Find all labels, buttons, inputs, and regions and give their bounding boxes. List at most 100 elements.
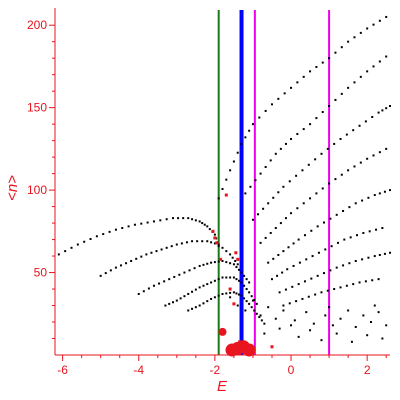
data-point bbox=[210, 281, 213, 284]
data-point bbox=[385, 55, 388, 58]
data-point bbox=[235, 278, 238, 281]
data-point bbox=[152, 284, 155, 287]
data-point bbox=[201, 240, 204, 243]
data-point bbox=[229, 253, 232, 256]
data-point bbox=[198, 220, 201, 223]
data-point bbox=[217, 245, 220, 248]
data-point bbox=[240, 271, 243, 274]
data-point bbox=[133, 223, 136, 226]
data-point bbox=[377, 278, 380, 281]
data-point bbox=[70, 246, 73, 249]
data-point bbox=[264, 109, 267, 112]
data-point bbox=[366, 70, 369, 73]
data-point bbox=[371, 279, 374, 282]
data-point bbox=[290, 212, 293, 215]
data-point bbox=[125, 262, 128, 265]
data-point bbox=[311, 255, 314, 258]
data-point bbox=[276, 274, 279, 277]
data-point bbox=[194, 219, 197, 222]
data-point bbox=[251, 299, 254, 302]
data-point bbox=[201, 222, 204, 225]
data-point bbox=[258, 116, 261, 119]
data-point bbox=[287, 246, 290, 249]
data-point bbox=[367, 196, 370, 199]
data-point bbox=[291, 285, 294, 288]
data-point bbox=[366, 27, 369, 30]
data-point bbox=[232, 276, 235, 279]
data-point bbox=[191, 240, 194, 243]
data-point bbox=[284, 217, 287, 220]
data-point bbox=[114, 266, 117, 269]
data-point bbox=[137, 292, 140, 295]
data-point bbox=[347, 169, 350, 172]
data-point bbox=[236, 263, 239, 266]
data-point bbox=[258, 316, 261, 319]
data-point bbox=[236, 151, 239, 154]
data-point bbox=[371, 115, 374, 118]
data-point bbox=[296, 207, 299, 210]
data-point bbox=[213, 233, 216, 236]
data-point bbox=[389, 189, 391, 192]
data-point bbox=[152, 220, 155, 223]
data-point bbox=[354, 260, 357, 263]
data-point bbox=[208, 228, 211, 231]
data-point bbox=[372, 23, 375, 26]
data-point bbox=[326, 147, 329, 150]
highlight-point bbox=[215, 241, 219, 245]
data-point bbox=[243, 274, 246, 277]
data-point bbox=[378, 192, 381, 195]
data-point bbox=[191, 290, 194, 293]
data-point bbox=[229, 276, 232, 279]
data-point bbox=[323, 272, 326, 275]
series-7 bbox=[244, 55, 388, 195]
data-point bbox=[329, 217, 332, 220]
data-point bbox=[158, 282, 161, 285]
series-2 bbox=[99, 240, 239, 277]
data-point bbox=[194, 288, 197, 291]
data-point bbox=[348, 262, 351, 265]
highlight-point bbox=[234, 251, 238, 255]
data-point bbox=[331, 324, 334, 327]
data-point bbox=[333, 288, 336, 291]
data-point bbox=[305, 258, 308, 261]
data-point bbox=[245, 288, 248, 291]
data-point bbox=[272, 257, 275, 260]
data-point bbox=[314, 158, 317, 161]
data-point bbox=[165, 246, 168, 249]
data-point bbox=[302, 128, 305, 131]
data-point bbox=[283, 92, 286, 95]
series-12 bbox=[278, 251, 391, 294]
y-tick-label: 150 bbox=[27, 101, 47, 115]
series-6 bbox=[217, 15, 388, 200]
highlight-points bbox=[211, 193, 274, 357]
highlight-point bbox=[224, 193, 228, 197]
data-point bbox=[225, 250, 228, 253]
data-point bbox=[348, 206, 351, 209]
data-point bbox=[335, 332, 338, 335]
data-point bbox=[188, 269, 191, 272]
data-point bbox=[221, 260, 224, 263]
data-point bbox=[231, 256, 234, 259]
data-point bbox=[314, 293, 317, 296]
data-point bbox=[290, 137, 293, 140]
data-point bbox=[259, 172, 262, 175]
data-point bbox=[244, 192, 247, 195]
data-point bbox=[321, 111, 324, 114]
data-point bbox=[328, 57, 331, 60]
data-point bbox=[383, 252, 386, 255]
data-point bbox=[352, 283, 355, 286]
data-point bbox=[339, 317, 342, 320]
data-point bbox=[358, 281, 361, 284]
data-point bbox=[368, 230, 371, 233]
data-point bbox=[274, 152, 277, 155]
y-tick-label: 100 bbox=[27, 183, 47, 197]
data-point bbox=[175, 243, 178, 246]
data-point bbox=[366, 334, 369, 337]
data-point bbox=[236, 304, 239, 307]
data-point bbox=[307, 295, 310, 298]
data-point bbox=[253, 309, 256, 312]
data-point bbox=[309, 70, 312, 73]
data-point bbox=[237, 293, 240, 296]
data-point bbox=[264, 166, 267, 169]
data-point bbox=[328, 306, 331, 309]
